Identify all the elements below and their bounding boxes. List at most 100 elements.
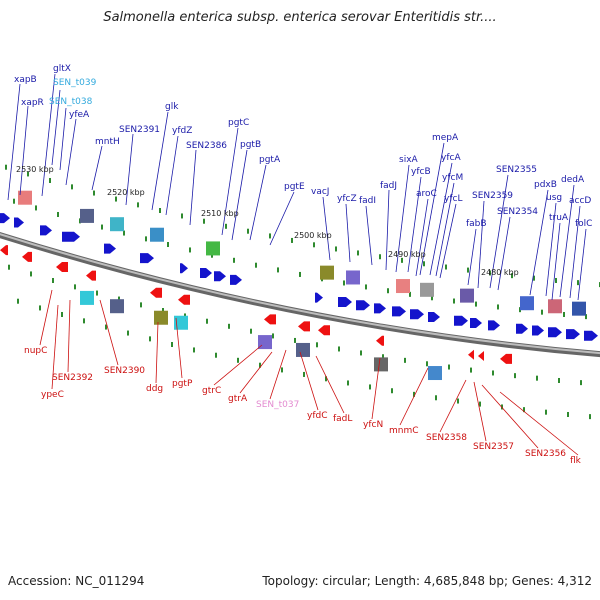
- tick-mark: [413, 391, 415, 397]
- gene-label-pgtA[interactable]: pgtA: [259, 155, 281, 165]
- tick-mark: [291, 237, 293, 243]
- leader-line-forward: [551, 222, 561, 301]
- gene-label-SEN2390[interactable]: SEN2390: [104, 366, 145, 376]
- gene-label-usg[interactable]: usg: [546, 193, 562, 203]
- tick-mark: [541, 309, 543, 315]
- gene-box: [206, 241, 220, 256]
- gene-label-pgtC[interactable]: pgtC: [228, 118, 249, 128]
- reverse-gene-arrow: [178, 294, 190, 305]
- tick-mark: [61, 311, 63, 317]
- gene-label-fadJ[interactable]: fadJ: [380, 181, 397, 191]
- gene-label-ddg[interactable]: ddg: [146, 384, 163, 394]
- leader-line-forward: [269, 191, 295, 246]
- reverse-gene-arrow: [468, 349, 474, 360]
- gene-label-yfcZ[interactable]: yfcZ: [337, 194, 357, 204]
- gene-label-SEN2359[interactable]: SEN2359: [472, 191, 513, 201]
- gene-label-gtrA[interactable]: gtrA: [228, 394, 248, 404]
- tick-mark: [237, 357, 239, 363]
- gene-label-xapB[interactable]: xapB: [14, 75, 37, 85]
- tick-mark: [269, 233, 271, 239]
- gene-label-SEN2356[interactable]: SEN2356: [525, 449, 566, 459]
- leader-line-forward: [385, 189, 390, 271]
- gene-label-pgtP[interactable]: pgtP: [172, 379, 193, 389]
- tick-mark: [149, 336, 151, 342]
- leader-line-reverse: [51, 304, 59, 390]
- tick-mark: [401, 257, 403, 263]
- gene-label-truA[interactable]: truA: [549, 213, 569, 223]
- gene-label-fadI[interactable]: fadI: [359, 196, 376, 206]
- gene-label-SEN2354[interactable]: SEN2354: [497, 207, 538, 217]
- tick-mark: [8, 264, 10, 270]
- gene-label-gltX[interactable]: gltX: [53, 64, 71, 74]
- gene-label-nupC[interactable]: nupC: [24, 346, 47, 356]
- gene-label-dedA[interactable]: dedA: [561, 175, 585, 185]
- leader-line-forward: [322, 196, 331, 261]
- gene-label-vacJ[interactable]: vacJ: [311, 187, 329, 197]
- tick-mark: [203, 218, 205, 224]
- tick-mark: [247, 228, 249, 234]
- forward-gene-arrow: [140, 253, 154, 264]
- tick-mark: [445, 264, 447, 270]
- gene-label-fabB[interactable]: fabB: [466, 219, 487, 229]
- tick-mark: [382, 354, 384, 360]
- gene-label-flk[interactable]: flk: [570, 456, 582, 466]
- tick-mark: [101, 224, 103, 230]
- gene-label-yfdC[interactable]: yfdC: [307, 411, 328, 421]
- gene-label-gtrC[interactable]: gtrC: [202, 386, 221, 396]
- forward-gene-arrow: [392, 306, 406, 317]
- gene-box: [150, 227, 164, 242]
- gene-label-SEN2355[interactable]: SEN2355: [496, 165, 537, 175]
- gene-label-yfcA[interactable]: yfcA: [441, 153, 461, 163]
- gene-label-ypeC[interactable]: ypeC: [41, 390, 64, 400]
- tick-mark: [93, 190, 95, 196]
- gene-label-SEN_t038[interactable]: SEN_t038: [49, 97, 93, 107]
- gene-label-xapR[interactable]: xapR: [21, 98, 44, 108]
- forward-gene-arrow: [488, 320, 500, 331]
- gene-label-mntH[interactable]: mntH: [95, 137, 120, 147]
- tick-mark: [313, 242, 315, 248]
- gene-label-yfdZ[interactable]: yfdZ: [172, 126, 192, 136]
- gene-label-pdxB[interactable]: pdxB: [534, 180, 557, 190]
- tick-mark: [423, 261, 425, 267]
- gene-label-SEN2358[interactable]: SEN2358: [426, 433, 467, 443]
- tick-mark: [369, 384, 371, 390]
- tick-mark: [404, 357, 406, 363]
- tick-mark: [39, 305, 41, 311]
- gene-label-folC[interactable]: folC: [575, 219, 592, 229]
- gene-label-SEN2357[interactable]: SEN2357: [473, 442, 514, 452]
- gene-label-pgtB[interactable]: pgtB: [240, 140, 261, 150]
- gene-label-yfeA[interactable]: yfeA: [69, 110, 90, 120]
- gene-label-mepA[interactable]: mepA: [432, 133, 459, 143]
- gene-label-mnmC[interactable]: mnmC: [389, 426, 419, 436]
- reverse-gene-arrow: [500, 353, 512, 364]
- gene-label-SEN2392[interactable]: SEN2392: [52, 373, 93, 383]
- gene-label-SEN_t039[interactable]: SEN_t039: [53, 78, 97, 88]
- tick-mark: [470, 367, 472, 373]
- gene-label-yfcB[interactable]: yfcB: [411, 167, 431, 177]
- leader-line-forward: [415, 198, 429, 277]
- gene-label-yfcM[interactable]: yfcM: [442, 173, 463, 183]
- gene-box: [110, 217, 124, 232]
- tick-mark: [387, 288, 389, 294]
- gene-label-SEN2391[interactable]: SEN2391: [119, 125, 160, 135]
- gene-label-fadL[interactable]: fadL: [333, 414, 352, 424]
- gene-label-yfcL[interactable]: yfcL: [444, 194, 462, 204]
- gene-label-aroC[interactable]: aroC: [416, 189, 437, 199]
- gene-label-accD[interactable]: accD: [569, 196, 591, 206]
- tick-mark: [475, 301, 477, 307]
- tick-mark: [580, 380, 582, 386]
- gene-label-SEN2386[interactable]: SEN2386: [186, 141, 227, 151]
- tick-mark: [145, 236, 147, 242]
- tick-mark: [294, 337, 296, 343]
- gene-label-SEN_t037[interactable]: SEN_t037: [256, 400, 299, 410]
- tick-mark: [272, 333, 274, 339]
- gene-label-yfcN[interactable]: yfcN: [363, 420, 383, 430]
- forward-gene-arrow: [584, 330, 598, 341]
- tick-mark: [347, 380, 349, 386]
- gene-label-glk[interactable]: glk: [165, 102, 179, 112]
- tick-mark: [467, 267, 469, 273]
- gene-label-pgtE[interactable]: pgtE: [284, 182, 305, 192]
- leader-line-forward: [577, 228, 587, 301]
- gene-label-sixA[interactable]: sixA: [399, 155, 419, 165]
